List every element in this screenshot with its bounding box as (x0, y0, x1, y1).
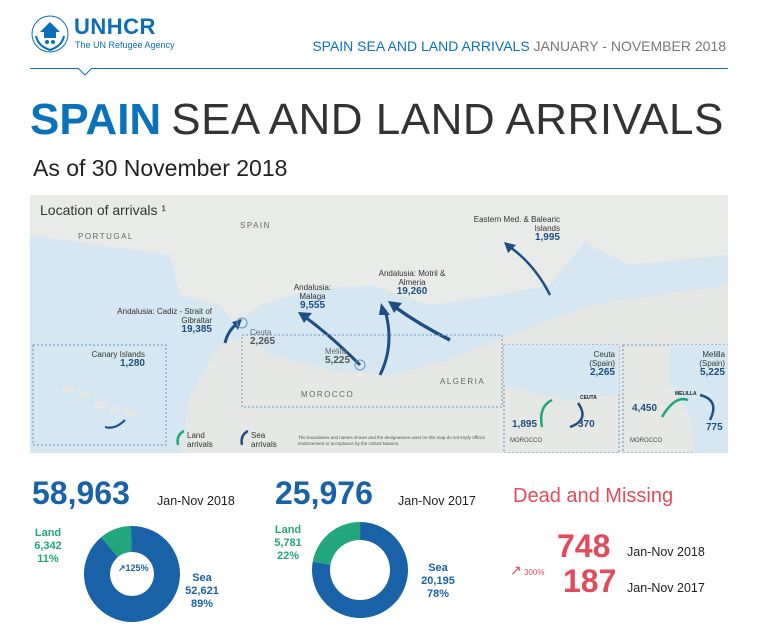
dead-change-arrow-icon: ↗ (510, 562, 522, 578)
map-title: Location of arrivals ¹ (40, 202, 167, 218)
country-label-algeria: ALGERIA (440, 377, 486, 386)
donut-chart-2018 (84, 526, 180, 622)
sea-2018-value: 52,621 (185, 585, 219, 597)
dead-2017-value: 187 (563, 563, 617, 599)
donut-slice-sea (84, 526, 180, 622)
label-motril: Andalusia: Motril & Almeria 19,260 (372, 269, 452, 297)
inset-melilla-land: 4,450 (632, 403, 658, 414)
sea-2017-value: 20,195 (421, 575, 455, 587)
unhcr-emblem-icon (31, 15, 69, 53)
land-2017-value: 5,781 (274, 537, 302, 549)
country-label-morocco: MOROCCO (301, 390, 355, 399)
legend-land-arrivals: Land arrivals (187, 431, 213, 449)
inset-ceuta-country: MOROCCO (510, 438, 542, 444)
inset-ceuta-name: Ceuta (Spain) (589, 350, 615, 368)
label-malaga-name: Andalusia: Malaga (293, 283, 332, 301)
map-disclaimer: The boundaries and names shown and the d… (298, 435, 485, 446)
change-arrow-icon: ↗ (118, 563, 126, 573)
label-cadiz: Andalusia: Cadiz - Strait of Gibraltar 1… (102, 307, 212, 335)
label-melilla-value: 5,225 (325, 355, 351, 366)
land-2017-name: Land (274, 524, 302, 536)
land-2018-pct: 11% (37, 553, 59, 565)
map-background (30, 195, 728, 453)
label-malaga-value: 9,555 (299, 300, 326, 311)
change-2018: ↗125% (118, 563, 149, 574)
change-2018-value: 125% (125, 563, 149, 573)
total-2018: 58,963 (32, 475, 130, 511)
header-notch (78, 68, 92, 76)
sea-2017-label: Sea 20,195 78% (413, 562, 463, 601)
total-2017: 25,976 (275, 475, 373, 511)
sea-2017-pct: 78% (426, 588, 450, 600)
inset-ceuta-sea: 370 (578, 419, 595, 430)
inset-melilla-sea: 775 (706, 422, 723, 433)
header: UNHCR The UN Refugee Agency SPAIN SEA AN… (0, 0, 758, 80)
header-title-period: JANUARY - NOVEMBER 2018 (533, 38, 726, 54)
land-2018-name: Land (34, 527, 62, 539)
label-eastern-med: Eastern Med. & Balearic Islands 1,995 (470, 215, 560, 243)
inset-melilla-title: Melilla (Spain) 5,225 (680, 350, 725, 378)
label-motril-name: Andalusia: Motril & Almeria (378, 269, 446, 287)
arrivals-map: Location of arrivals ¹ PORTUGAL SPAIN MO… (30, 195, 728, 453)
period-2017: Jan-Nov 2017 (398, 494, 476, 508)
label-cadiz-name: Andalusia: Cadiz - Strait of Gibraltar (117, 307, 212, 325)
header-divider (30, 68, 728, 69)
page-subtitle: As of 30 November 2018 (33, 155, 288, 181)
land-2017-pct: 22% (276, 550, 300, 562)
label-motril-value: 19,260 (396, 286, 428, 297)
inset-ceuta-total: 2,265 (589, 367, 615, 378)
inset-melilla-country: MOROCCO (630, 438, 662, 444)
sea-2018-pct: 89% (190, 598, 214, 610)
dead-2017-period: Jan-Nov 2017 (627, 581, 705, 595)
country-label-portugal: PORTUGAL (78, 232, 134, 241)
label-ceuta-value: 2,265 (250, 336, 276, 347)
dead-2018-value: 748 (557, 528, 611, 564)
page-title-light: SEA AND LAND ARRIVALS (171, 95, 724, 144)
inset-melilla-town: MELILLA (675, 391, 697, 397)
dead-2018-period: Jan-Nov 2018 (627, 545, 705, 559)
inset-ceuta-land: 1,895 (512, 419, 538, 430)
donut-chart-2017 (312, 522, 408, 618)
logo-name: UNHCR (74, 14, 156, 39)
land-2018-value: 6,342 (34, 540, 62, 552)
label-melilla: Melilla 5,225 (325, 347, 365, 366)
label-melilla-name: Melilla (325, 347, 348, 356)
dead-missing-title: Dead and Missing (513, 485, 674, 507)
inset-ceuta-town: CEUTA (580, 395, 597, 401)
label-ceuta: Ceuta 2,265 (250, 328, 290, 347)
period-2018: Jan-Nov 2018 (157, 494, 235, 508)
label-malaga: Andalusia: Malaga 9,555 (285, 283, 340, 311)
legend-sea-arrivals: Sea arrivals (251, 431, 277, 449)
page-title-strong: SPAIN (30, 95, 162, 144)
country-label-spain: SPAIN (240, 221, 271, 230)
label-canary: Canary Islands 1,280 (80, 350, 145, 369)
logo-subtitle: The UN Refugee Agency (75, 40, 175, 50)
label-eastern-med-value: 1,995 (534, 232, 560, 243)
label-canary-value: 1,280 (119, 358, 145, 369)
label-canary-name: Canary Islands (91, 350, 145, 359)
page-title: SPAIN SEA AND LAND ARRIVALS (30, 95, 724, 145)
unhcr-logo[interactable]: UNHCR The UN Refugee Agency (30, 12, 200, 58)
label-eastern-med-name: Eastern Med. & Balearic Islands (473, 215, 560, 233)
header-title: SPAIN SEA AND LAND ARRIVALS JANUARY - NO… (312, 38, 726, 54)
label-ceuta-name: Ceuta (250, 328, 272, 337)
sea-2018-name: Sea (192, 572, 212, 584)
dead-change-value: 300% (523, 568, 545, 577)
inset-ceuta-title: Ceuta (Spain) 2,265 (570, 350, 615, 378)
inset-melilla-name: Melilla (Spain) (699, 350, 725, 368)
label-cadiz-value: 19,385 (181, 324, 212, 335)
header-title-main: SPAIN SEA AND LAND ARRIVALS (312, 38, 530, 54)
land-2018-label: Land 6,342 11% (28, 527, 68, 566)
inset-melilla-total: 5,225 (699, 367, 725, 378)
dead-change: ↗ 300% (510, 562, 544, 579)
land-2017-label: Land 5,781 22% (267, 524, 309, 563)
sea-2018-label: Sea 52,621 89% (180, 572, 224, 611)
sea-2017-name: Sea (428, 562, 448, 574)
